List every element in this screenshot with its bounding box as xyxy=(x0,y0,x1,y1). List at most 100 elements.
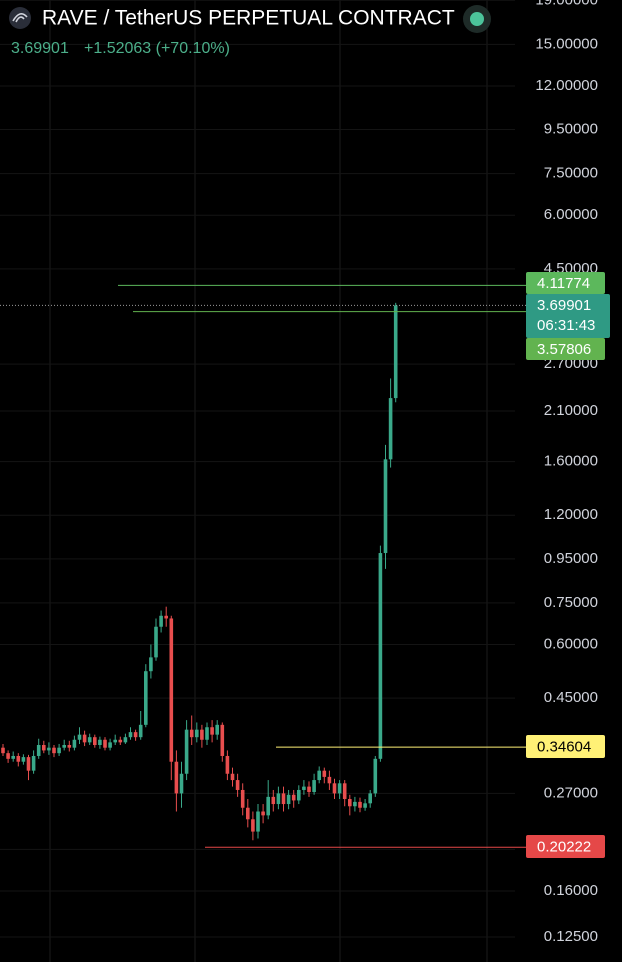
y-tick-label: 19.00000 xyxy=(535,0,598,8)
candle-body xyxy=(307,786,311,793)
candle-body xyxy=(291,794,296,801)
candle-body xyxy=(128,732,133,738)
candle-body xyxy=(332,783,337,794)
y-tick-label: 1.20000 xyxy=(544,506,598,523)
candle-body xyxy=(159,615,163,627)
candle-body xyxy=(133,732,138,738)
candle-body xyxy=(353,801,357,807)
candle-body xyxy=(184,729,189,774)
candle-body xyxy=(383,459,388,554)
status-dot xyxy=(470,12,484,26)
candle-body xyxy=(271,796,276,805)
candle-body xyxy=(52,747,56,754)
last-price-label: 3.69901 xyxy=(537,297,591,314)
y-tick-label: 6.00000 xyxy=(544,206,598,223)
candle-body xyxy=(235,780,240,790)
candle-body xyxy=(144,671,148,725)
candle-body xyxy=(246,807,250,820)
candle-body xyxy=(327,776,332,784)
candle-body xyxy=(189,729,194,738)
candle-body xyxy=(266,796,270,816)
candle-body xyxy=(205,727,209,740)
price-line-box xyxy=(526,735,605,758)
candle-body xyxy=(348,799,352,807)
candle-body xyxy=(261,811,265,816)
candle-body xyxy=(215,724,219,735)
candle-body xyxy=(6,753,10,759)
candle-body xyxy=(103,739,107,748)
y-tick-label: 1.60000 xyxy=(544,453,598,470)
y-tick-label: 0.45000 xyxy=(544,689,598,706)
candle-body xyxy=(230,773,235,781)
candle-body xyxy=(297,789,301,801)
chart-title: RAVE / TetherUS PERPETUAL CONTRACT xyxy=(42,7,455,30)
candle-body xyxy=(179,773,184,794)
y-axis: 19.00000 15.00000 12.00000 9.50000 7.50000 6.… xyxy=(535,0,598,945)
candle-body xyxy=(87,737,92,743)
candle-body xyxy=(108,742,112,748)
candle-body xyxy=(149,657,153,672)
price-line-box xyxy=(526,272,605,294)
price-line-box xyxy=(526,338,605,360)
candle-body xyxy=(225,755,230,774)
candle-body xyxy=(220,724,225,756)
candle-body xyxy=(240,789,245,808)
candle-body xyxy=(1,747,5,754)
candle-body xyxy=(93,737,97,746)
y-tick-label: 0.75000 xyxy=(544,594,598,611)
candle-body xyxy=(358,801,362,808)
candle-body xyxy=(393,305,398,399)
candle-body xyxy=(251,819,255,832)
candle-body xyxy=(31,755,36,771)
symbol-icon-glyph xyxy=(12,13,28,23)
candle-body xyxy=(174,761,179,794)
candle-body xyxy=(154,626,158,658)
candle-body xyxy=(42,745,46,751)
candle-body xyxy=(47,747,51,751)
y-tick-label: 15.00000 xyxy=(535,35,598,52)
candle-body xyxy=(123,737,128,743)
candle-body xyxy=(363,803,367,808)
candle-body xyxy=(11,755,15,759)
candle-body xyxy=(388,398,393,460)
grid xyxy=(0,0,515,938)
candle-body xyxy=(256,811,260,832)
last-price: 3.69901 xyxy=(11,40,69,57)
last-price-box xyxy=(526,294,610,338)
candle-body xyxy=(67,745,72,748)
header: RAVE / TetherUS PERPETUAL CONTRACT 3.699… xyxy=(9,5,491,57)
candle-body xyxy=(373,758,378,794)
candle-body xyxy=(286,794,291,805)
candle-body xyxy=(200,729,204,740)
price-line-label: 0.34604 xyxy=(537,738,591,755)
price-line-label: 3.57806 xyxy=(537,341,591,358)
price-line-box xyxy=(526,835,605,858)
candle-body xyxy=(72,739,77,748)
candle-body xyxy=(281,793,286,805)
candle-body xyxy=(164,615,168,619)
plot xyxy=(0,284,526,848)
candle-body xyxy=(312,780,316,793)
candle-body xyxy=(36,745,41,756)
candle-body xyxy=(322,770,327,777)
y-tick-label: 0.95000 xyxy=(544,550,598,567)
candle-body xyxy=(26,757,31,771)
price-change: +1.52063 (+70.10%) xyxy=(84,40,230,57)
y-tick-label: 0.12500 xyxy=(544,928,598,945)
y-tick-label: 0.27000 xyxy=(544,784,598,801)
candle-body xyxy=(368,793,372,804)
candle-body xyxy=(16,755,21,762)
candle-body xyxy=(62,745,66,748)
candle-body xyxy=(82,734,87,743)
candle-body xyxy=(302,786,306,790)
candle-body xyxy=(21,757,26,762)
y-tick-label: 9.50000 xyxy=(544,120,598,137)
y-tick-label: 12.00000 xyxy=(535,77,598,94)
candle-body xyxy=(195,729,199,738)
price-line-label: 4.11774 xyxy=(537,275,590,292)
candle-body xyxy=(169,618,174,762)
candle-body xyxy=(57,747,61,754)
candle-body xyxy=(77,734,82,740)
